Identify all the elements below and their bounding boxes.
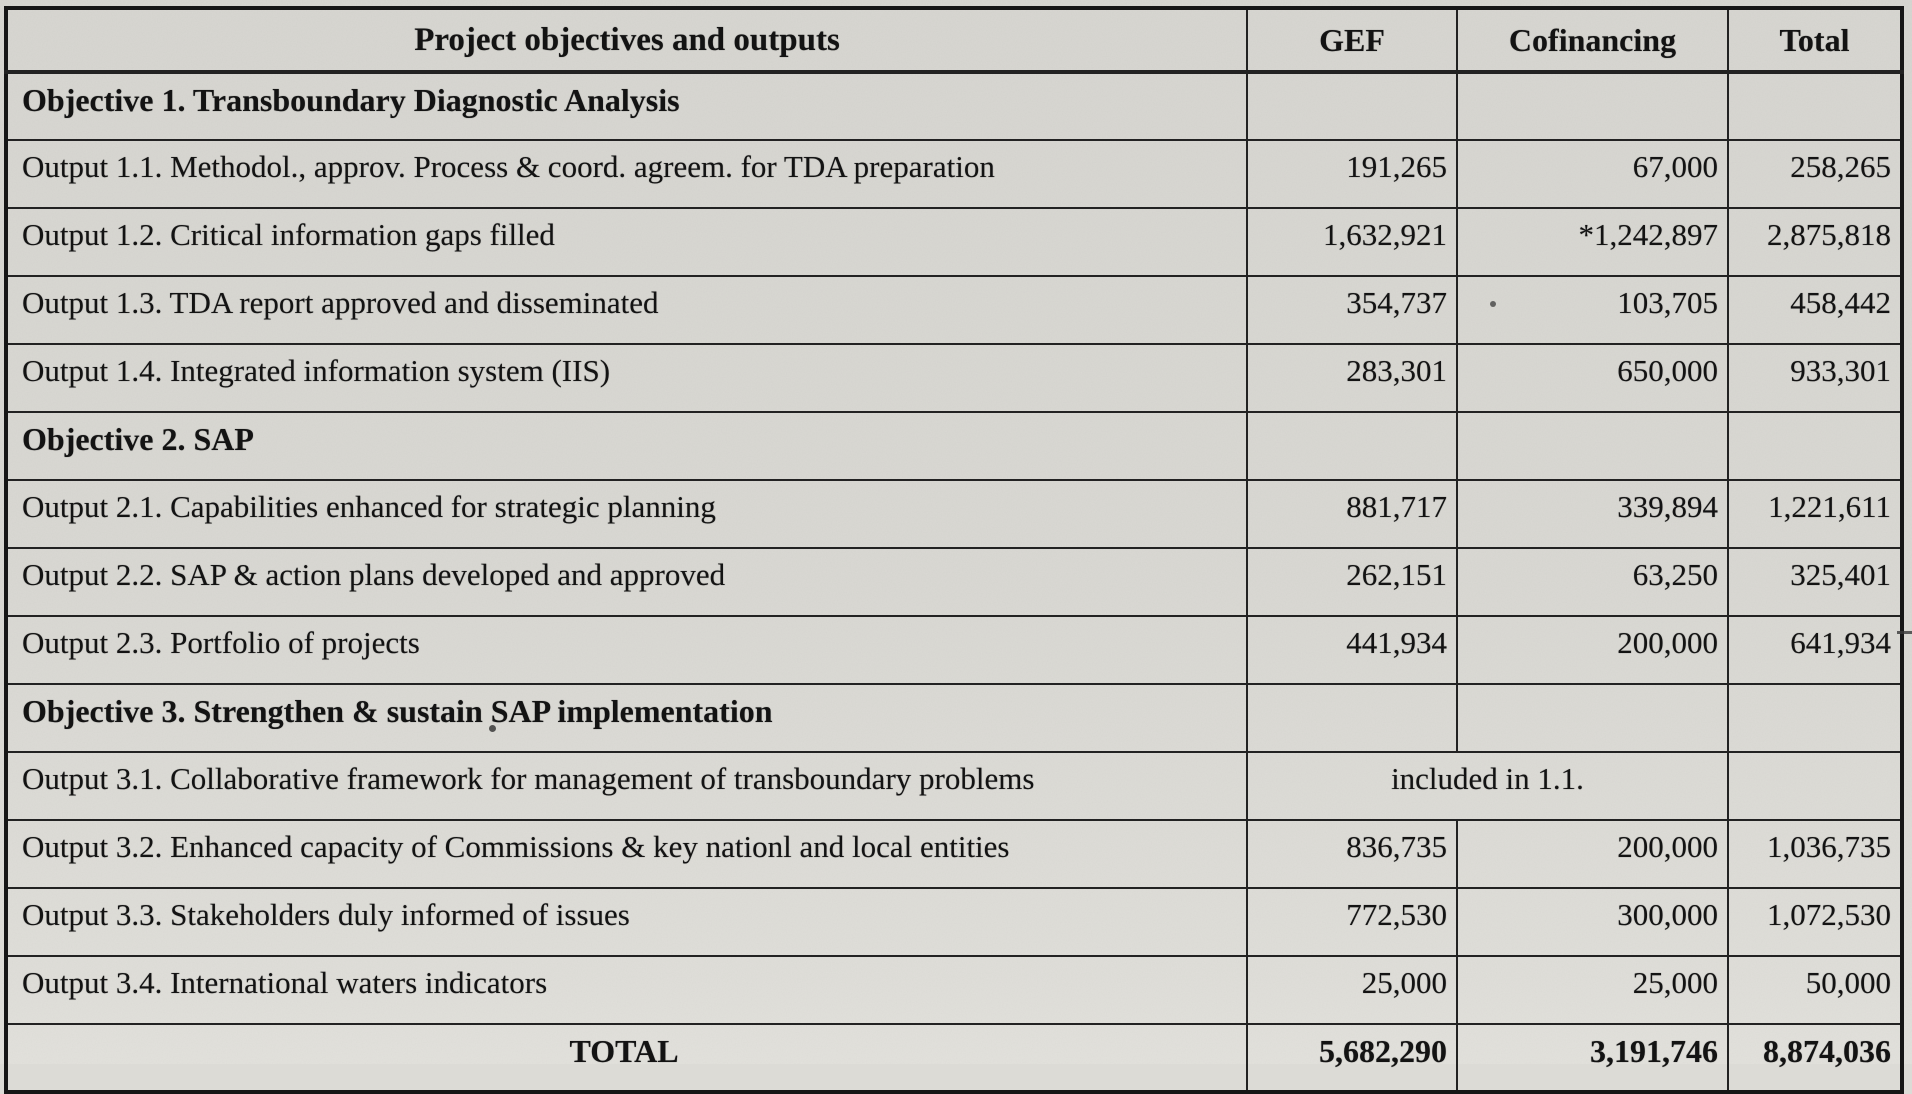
output-label: Output 3.1. Collaborative framework for …	[5, 751, 1248, 821]
section-label: Objective 3. Strengthen & sustain SAP im…	[5, 683, 1248, 753]
total-value	[1727, 71, 1903, 141]
table-row-item: Output 2.2. SAP & action plans developed…	[5, 547, 1903, 617]
header-row: Project objectives and outputs GEF Cofin…	[5, 7, 1903, 74]
total-value: 2,875,818	[1727, 207, 1903, 277]
output-label: Output 1.3. TDA report approved and diss…	[5, 275, 1248, 345]
gef-value: 1,632,921	[1246, 207, 1458, 277]
output-label: Output 3.3. Stakeholders duly informed o…	[5, 887, 1248, 957]
total-value: 1,036,735	[1727, 819, 1903, 889]
cofinancing-value: 300,000	[1456, 887, 1729, 957]
table-row-section: Objective 2. SAP	[5, 411, 1903, 481]
cofinancing-value: *1,242,897	[1456, 207, 1729, 277]
output-label: Output 2.2. SAP & action plans developed…	[5, 547, 1248, 617]
total-value	[1727, 411, 1903, 481]
table-row-item: Output 1.4. Integrated information syste…	[5, 343, 1903, 413]
gef-value	[1246, 683, 1458, 753]
gef-value: 25,000	[1246, 955, 1458, 1025]
table-row-item: Output 1.3. TDA report approved and diss…	[5, 275, 1903, 345]
cofinancing-value: 25,000	[1456, 955, 1729, 1025]
output-label: Output 1.1. Methodol., approv. Process &…	[5, 139, 1248, 209]
table-row-item: Output 3.2. Enhanced capacity of Commiss…	[5, 819, 1903, 889]
total-value	[1727, 751, 1903, 821]
output-label: Output 3.4. International waters indicat…	[5, 955, 1248, 1025]
output-label: Output 2.3. Portfolio of projects	[5, 615, 1248, 685]
gef-value: 283,301	[1246, 343, 1458, 413]
total-value: 458,442	[1727, 275, 1903, 345]
cofinancing-value: 200,000	[1456, 819, 1729, 889]
total-value: 50,000	[1727, 955, 1903, 1025]
total-value: 1,072,530	[1727, 887, 1903, 957]
table-row-item: Output 3.4. International waters indicat…	[5, 955, 1903, 1025]
gef-value: 354,737	[1246, 275, 1458, 345]
gef-value: 772,530	[1246, 887, 1458, 957]
total-value: 258,265	[1727, 139, 1903, 209]
project-budget-table: Project objectives and outputs GEF Cofin…	[4, 6, 1904, 1094]
table-row-section: Objective 1. Transboundary Diagnostic An…	[5, 71, 1903, 141]
gef-value: 262,151	[1246, 547, 1458, 617]
cofinancing-value: 339,894	[1456, 479, 1729, 549]
table-row-section: Objective 3. Strengthen & sustain SAP im…	[5, 683, 1903, 753]
gef-value: 441,934	[1246, 615, 1458, 685]
output-label: Output 1.2. Critical information gaps fi…	[5, 207, 1248, 277]
cofinancing-value	[1456, 71, 1729, 141]
section-label: Objective 2. SAP	[5, 411, 1248, 481]
cofinancing-value	[1456, 411, 1729, 481]
cofinancing-value	[1456, 683, 1729, 753]
table-body: Objective 1. Transboundary Diagnostic An…	[5, 71, 1903, 1093]
column-header-total: Total	[1727, 7, 1903, 74]
section-label: Objective 1. Transboundary Diagnostic An…	[5, 71, 1248, 141]
gef-value	[1246, 411, 1458, 481]
gef-value	[1246, 71, 1458, 141]
total-value: 933,301	[1727, 343, 1903, 413]
cofinancing-value: 103,705	[1456, 275, 1729, 345]
table-row-item: Output 2.1. Capabilities enhanced for st…	[5, 479, 1903, 549]
grand-total-value: 8,874,036	[1727, 1023, 1903, 1093]
cofinancing-total-value: 3,191,746	[1456, 1023, 1729, 1093]
total-value: 641,934	[1727, 615, 1903, 685]
cofinancing-value: 650,000	[1456, 343, 1729, 413]
output-label: Output 3.2. Enhanced capacity of Commiss…	[5, 819, 1248, 889]
gef-value: 881,717	[1246, 479, 1458, 549]
output-label: Output 2.1. Capabilities enhanced for st…	[5, 479, 1248, 549]
total-value: 1,221,611	[1727, 479, 1903, 549]
table-row-item: Output 3.3. Stakeholders duly informed o…	[5, 887, 1903, 957]
merged-note-cell: included in 1.1.	[1246, 751, 1729, 821]
gef-value: 836,735	[1246, 819, 1458, 889]
gef-total-value: 5,682,290	[1246, 1023, 1458, 1093]
cofinancing-value: 200,000	[1456, 615, 1729, 685]
column-header-gef: GEF	[1246, 7, 1458, 74]
gef-value: 191,265	[1246, 139, 1458, 209]
table-row-total: TOTAL 5,682,290 3,191,746 8,874,036	[5, 1023, 1903, 1093]
table-row-item: Output 1.1. Methodol., approv. Process &…	[5, 139, 1903, 209]
cofinancing-value: 63,250	[1456, 547, 1729, 617]
cofinancing-value: 67,000	[1456, 139, 1729, 209]
table-row-merged: Output 3.1. Collaborative framework for …	[5, 751, 1903, 821]
output-label: Output 1.4. Integrated information syste…	[5, 343, 1248, 413]
column-header-objectives: Project objectives and outputs	[5, 7, 1248, 74]
table-row-item: Output 2.3. Portfolio of projects 441,934…	[5, 615, 1903, 685]
column-header-cofinancing: Cofinancing	[1456, 7, 1729, 74]
table-row-item: Output 1.2. Critical information gaps fi…	[5, 207, 1903, 277]
total-value	[1727, 683, 1903, 753]
total-value: 325,401	[1727, 547, 1903, 617]
total-row-label: TOTAL	[5, 1023, 1248, 1093]
